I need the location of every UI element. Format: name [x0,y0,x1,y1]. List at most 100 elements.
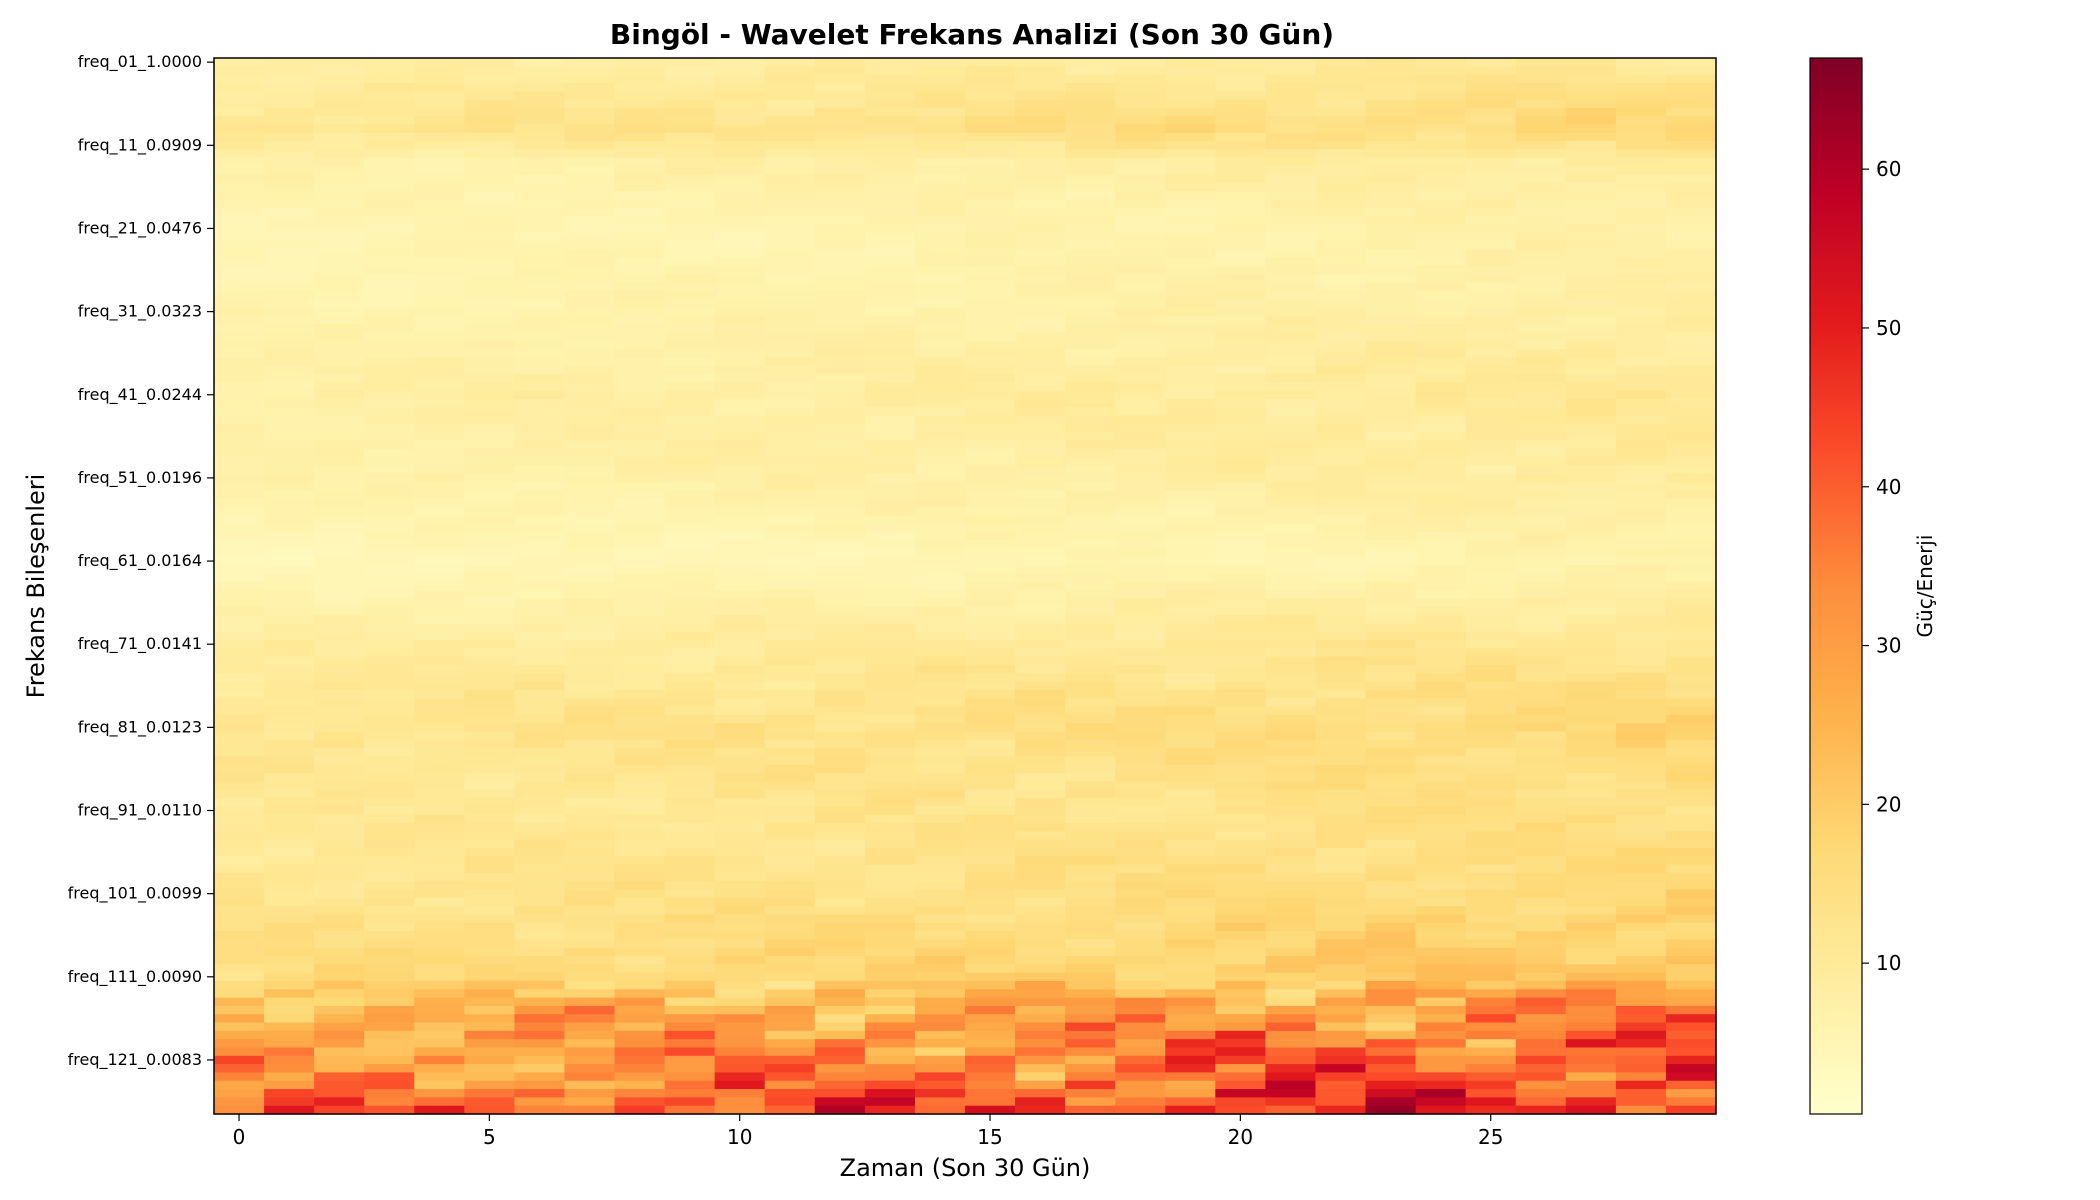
heatmap-cell [514,931,566,940]
heatmap-cell [1665,290,1717,300]
heatmap-cell [514,997,566,1007]
heatmap-cell [1215,1022,1266,1032]
heatmap-cell [1615,698,1667,708]
heatmap-cell [414,82,465,92]
heatmap-cell [1115,1005,1166,1015]
heatmap-cell [814,881,866,891]
heatmap-cell [1315,997,1367,1007]
heatmap-cell [214,822,265,832]
heatmap-cell [1215,972,1266,982]
heatmap-cell [514,149,566,159]
heatmap-cell [264,565,315,575]
heatmap-cell [1565,764,1617,774]
heatmap-cell [764,756,816,766]
heatmap-cell [1165,673,1216,683]
heatmap-cell [1215,581,1266,591]
heatmap-cell [864,1039,916,1049]
heatmap-cell [1665,390,1717,400]
heatmap-cell [264,1005,315,1015]
heatmap-cell [1615,74,1667,84]
heatmap-cell [864,640,916,649]
heatmap-cell [564,1097,616,1107]
heatmap-cell [814,831,866,841]
heatmap-cell [514,432,566,442]
heatmap-cell [514,66,566,76]
heatmap-cell [1115,415,1166,425]
heatmap-cell [414,523,465,533]
heatmap-cell [264,365,315,375]
heatmap-cell [1215,922,1266,932]
heatmap-cell [614,116,666,126]
heatmap-cell [1115,315,1166,325]
heatmap-cell [1615,1047,1667,1057]
heatmap-cell [1365,507,1417,516]
heatmap-cell [314,872,365,882]
heatmap-cell [1465,565,1517,575]
heatmap-cell [1565,174,1617,184]
heatmap-cell [1065,124,1116,134]
heatmap-cell [1365,864,1417,874]
heatmap-cell [1265,240,1317,250]
heatmap-cell [1265,847,1317,857]
heatmap-cell [364,490,415,500]
heatmap-cell [864,889,916,899]
heatmap-cell [1015,515,1066,525]
heatmap-cell [1665,515,1717,525]
heatmap-cell [1565,556,1617,566]
heatmap-cell [614,382,666,392]
heatmap-cell [1665,1014,1717,1024]
heatmap-cell [514,739,566,749]
heatmap-cell [664,831,716,841]
heatmap-cell [864,307,916,317]
heatmap-cell [1165,947,1216,957]
heatmap-cell [1615,648,1667,658]
heatmap-cell [464,357,515,367]
heatmap-cell [1565,573,1617,583]
heatmap-cell [1265,1080,1317,1090]
heatmap-cell [714,299,766,309]
heatmap-cell [1215,548,1266,558]
heatmap-cell [1415,1080,1467,1090]
heatmap-cell [214,99,265,109]
heatmap-cell [614,74,666,84]
heatmap-cell [1515,207,1567,217]
heatmap-cell [1165,124,1216,134]
heatmap-cell [1165,224,1216,234]
heatmap-cell [1515,515,1567,525]
heatmap-cell [1115,847,1166,857]
heatmap-cell [364,515,415,525]
heatmap-cell [1615,1080,1667,1090]
heatmap-cell [314,82,365,92]
heatmap-cell [1515,931,1567,940]
heatmap-cell [1315,822,1367,832]
heatmap-cell [864,357,916,367]
heatmap-cell [364,756,415,766]
heatmap-cell [1365,1105,1417,1115]
heatmap-cell [1015,407,1066,417]
heatmap-cell [614,947,666,957]
heatmap-cell [614,357,666,367]
heatmap-cell [414,473,465,483]
heatmap-cell [914,166,966,175]
heatmap-cell [914,224,966,234]
heatmap-cell [464,773,515,782]
heatmap-cell [1665,831,1717,841]
heatmap-cell [1065,1039,1116,1049]
heatmap-cell [1015,274,1066,284]
heatmap-cell [214,1005,265,1015]
heatmap-cell [1215,415,1266,425]
heatmap-cell [914,664,966,674]
heatmap-cell [414,573,465,583]
heatmap-cell [1065,615,1116,625]
heatmap-cell [214,764,265,774]
heatmap-cell [314,748,365,758]
heatmap-cell [614,997,666,1007]
heatmap-cell [1615,556,1667,566]
heatmap-cell [1415,107,1467,117]
heatmap-cell [1565,839,1617,849]
heatmap-cell [1415,964,1467,974]
heatmap-cell [1165,182,1216,192]
heatmap-cell [664,82,716,92]
heatmap-cell [1065,731,1116,741]
heatmap-cell [1665,465,1717,475]
